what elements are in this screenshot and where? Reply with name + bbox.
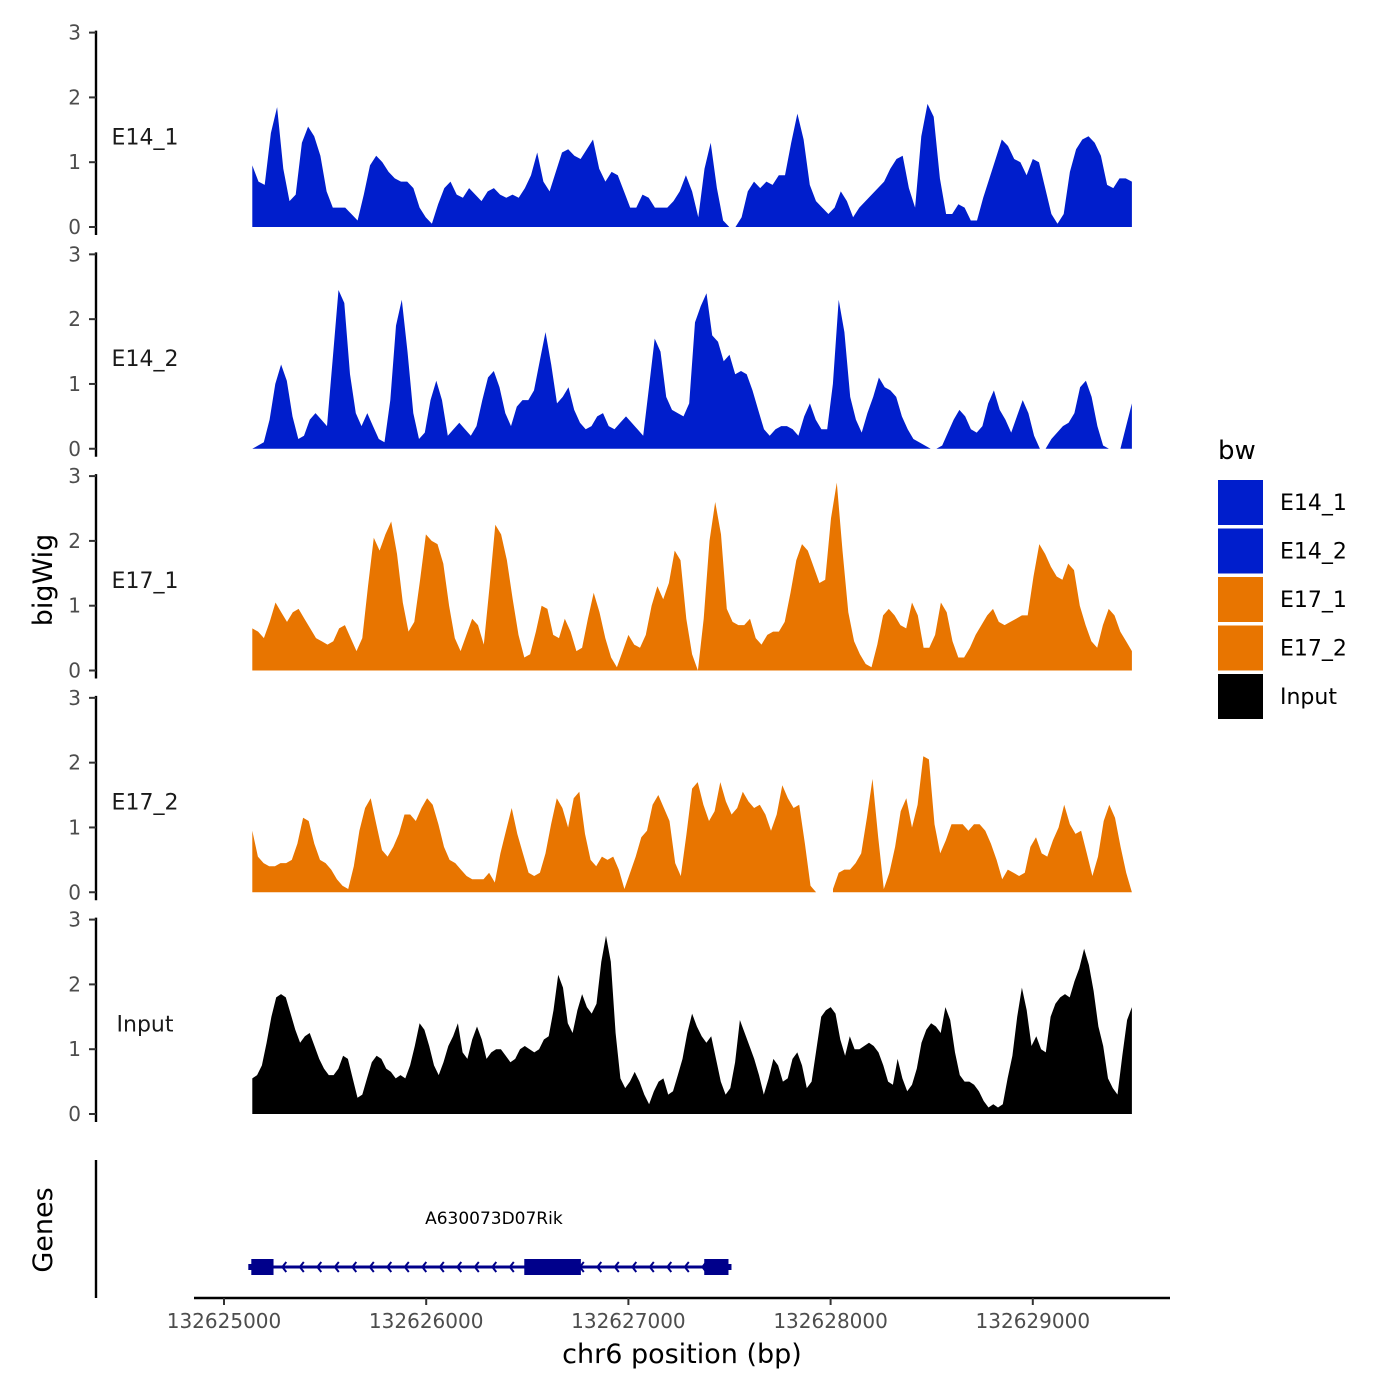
y-tick-label: 1 [68, 1037, 81, 1061]
coverage-area [252, 482, 1132, 671]
strand-chevron [648, 1261, 655, 1273]
legend-label: Input [1280, 685, 1337, 710]
strand-chevron [316, 1261, 323, 1273]
track-label: E17_1 [112, 569, 179, 594]
strand-chevron [613, 1261, 620, 1273]
legend-key-e17-1 [1218, 577, 1263, 622]
coverage-area [252, 782, 817, 893]
gene-exon [251, 1259, 274, 1275]
strand-chevron [491, 1261, 498, 1273]
x-tick-label: 132628000 [773, 1309, 888, 1333]
legend-title: bw [1218, 436, 1256, 466]
strand-chevron [403, 1261, 410, 1273]
track-e14-2: 0 1 2 3 E14_2 [68, 242, 1132, 461]
genes-track: Genes A630073D07Rik [28, 1160, 732, 1298]
strand-chevron [456, 1261, 463, 1273]
y-tick-label: 1 [68, 815, 81, 839]
gene-exon [524, 1259, 581, 1275]
strand-chevron [631, 1261, 638, 1273]
bigwig-tracks: 0 1 2 3 E14_1 0 1 2 3 E14_2 0 1 2 3 E17_1 0 1 2 3 E17_2 0 1 2 3… [68, 21, 1132, 1126]
x-axis-title: chr6 position (bp) [562, 1339, 802, 1370]
gene-model: A630073D07Rik [248, 1209, 732, 1275]
x-axis: 132625000 132626000 132627000 132628000 1326… [167, 1296, 1170, 1333]
y-tick-label: 3 [68, 686, 81, 710]
y-tick-label: 2 [68, 85, 81, 109]
strand-chevron [333, 1261, 340, 1273]
track-label: Input [117, 1012, 174, 1037]
y-tick-label: 1 [68, 372, 81, 396]
x-tick-label: 132627000 [571, 1309, 686, 1333]
coverage-area [252, 103, 1132, 227]
y-tick-label: 0 [68, 437, 81, 461]
x-tick-label: 132626000 [369, 1309, 484, 1333]
legend-label: E17_2 [1280, 637, 1347, 662]
legend-key-e14-2 [1218, 528, 1263, 574]
legend-key-input [1218, 674, 1263, 719]
y-tick-label: 0 [68, 880, 81, 904]
y-tick-label: 3 [68, 464, 81, 488]
y-tick-label: 2 [68, 529, 81, 553]
y-axis-title: bigWig [28, 534, 59, 627]
x-tick-label: 132625000 [167, 1309, 282, 1333]
y-tick-label: 3 [68, 242, 81, 266]
track-e17-1: 0 1 2 3 E17_1 [68, 464, 1132, 683]
strand-chevron [438, 1261, 445, 1273]
legend-key-e17-2 [1218, 625, 1263, 671]
legend-label: E14_2 [1280, 540, 1347, 565]
genes-track-title: Genes [28, 1187, 59, 1272]
track-input: 0 1 2 3 Input [68, 908, 1132, 1126]
strand-chevron [508, 1261, 515, 1273]
y-tick-label: 0 [68, 659, 81, 683]
strand-chevron [386, 1261, 393, 1273]
track-e14-1: 0 1 2 3 E14_1 [68, 21, 1132, 239]
track-e17-2: 0 1 2 3 E17_2 [68, 686, 1132, 904]
y-tick-label: 2 [68, 751, 81, 775]
strand-chevron [683, 1261, 690, 1273]
y-tick-label: 0 [68, 1102, 81, 1126]
y-tick-label: 0 [68, 215, 81, 239]
gene-exon [704, 1259, 729, 1275]
legend: bw E14_1 E14_2 E17_1 E17_2 Input [1218, 436, 1347, 719]
strand-chevron [596, 1261, 603, 1273]
strand-chevron [473, 1261, 480, 1273]
strand-chevron [298, 1261, 305, 1273]
track-label: E14_2 [112, 347, 179, 372]
y-tick-label: 3 [68, 908, 81, 932]
gene-cap [248, 1264, 255, 1270]
coverage-area [833, 756, 1132, 893]
strand-chevron [368, 1261, 375, 1273]
track-label: E14_1 [112, 125, 179, 150]
coverage-area [252, 935, 1132, 1114]
y-tick-label: 2 [68, 972, 81, 996]
strand-chevron [421, 1261, 428, 1273]
gene-name-label: A630073D07Rik [425, 1209, 563, 1229]
x-tick-label: 132629000 [976, 1309, 1091, 1333]
y-tick-label: 1 [68, 150, 81, 174]
strand-chevron [666, 1261, 673, 1273]
track-label: E17_2 [112, 791, 179, 816]
y-tick-label: 2 [68, 307, 81, 331]
strand-chevron [351, 1261, 358, 1273]
y-tick-label: 1 [68, 594, 81, 618]
legend-label: E17_1 [1280, 588, 1347, 613]
strand-chevron [281, 1261, 288, 1273]
y-tick-label: 3 [68, 21, 81, 45]
legend-key-e14-1 [1218, 480, 1263, 525]
legend-label: E14_1 [1280, 491, 1347, 516]
coverage-area [252, 290, 1132, 449]
gene-cap [725, 1264, 732, 1270]
